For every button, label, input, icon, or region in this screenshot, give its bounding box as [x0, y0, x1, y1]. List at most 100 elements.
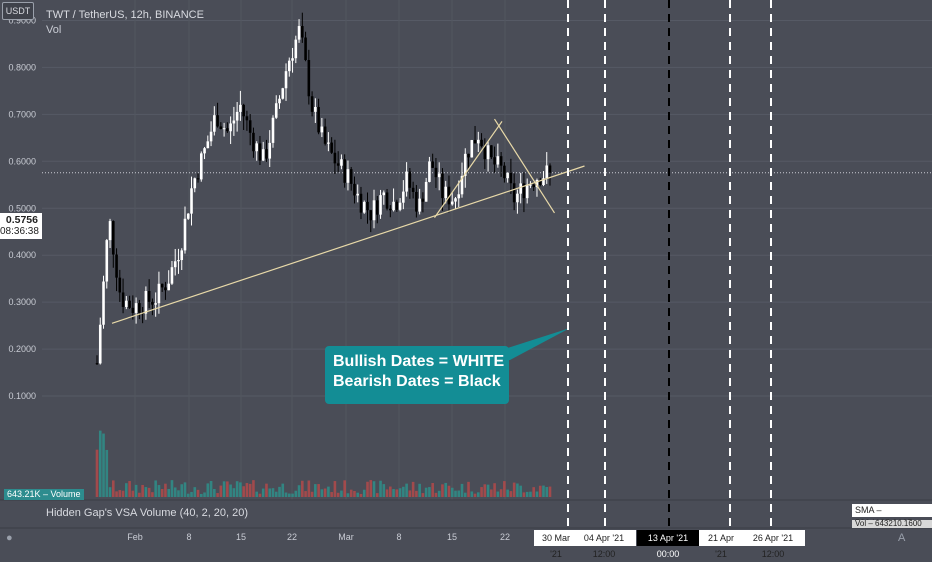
candle-body [147, 290, 151, 302]
candle-body [170, 267, 174, 284]
volume-bar [115, 491, 118, 497]
candle-body [398, 202, 402, 210]
volume-bar [395, 489, 399, 497]
volume-bar [369, 480, 373, 497]
y-tick-label: 0.7000 [8, 109, 36, 119]
volume-bar [239, 482, 242, 497]
y-tick-label: 0.8000 [8, 62, 36, 72]
candle-body [411, 187, 415, 192]
currency-selector[interactable]: USDT [2, 2, 34, 20]
candle-body [415, 191, 418, 212]
volume-bar [151, 492, 154, 497]
volume-bar [307, 480, 311, 497]
volume-bar [402, 486, 405, 497]
candle-body [447, 186, 451, 205]
candle-body [454, 198, 457, 202]
candle-body [258, 143, 262, 161]
y-tick-label: 0.6000 [8, 156, 36, 166]
candle-body [213, 115, 216, 132]
volume-bar [235, 481, 239, 497]
volume-bar [503, 481, 506, 497]
indicator-volume-badge: Vol – 643210.1600 [852, 520, 932, 528]
candle-body [190, 188, 193, 214]
candle-body [538, 180, 542, 185]
volume-bar [138, 492, 141, 497]
volume-bar [261, 488, 265, 497]
volume-bar [470, 491, 474, 497]
volume-bar [271, 488, 275, 497]
candle-body [340, 159, 343, 166]
y-tick-label: 0.9000 [8, 15, 36, 25]
volume-value-badge: 643.21K – Volume [4, 489, 84, 500]
volume-bar [125, 483, 128, 497]
candle-body [333, 152, 337, 164]
candle-body [314, 106, 317, 112]
candle-body [271, 117, 275, 143]
x-tick-label: 22 [500, 532, 510, 542]
y-tick-label: 0.5000 [8, 203, 36, 213]
x-tick-label: 15 [447, 532, 457, 542]
candle-body [128, 300, 131, 308]
volume-bar [486, 484, 490, 497]
volume-bar [545, 486, 549, 497]
annotation-callout[interactable]: Bullish Dates = WHITE Bearish Dates = Bl… [325, 346, 509, 404]
volume-bar [506, 489, 509, 497]
volume-bar [411, 481, 415, 497]
candle-body [144, 290, 148, 314]
volume-bar [157, 485, 161, 497]
candle-body [477, 139, 480, 144]
volume-bar [245, 483, 249, 497]
volume-bar [349, 489, 353, 497]
volume-bar [490, 489, 493, 497]
volume-bar [170, 480, 174, 497]
candle-body [183, 218, 187, 251]
volume-bar [327, 486, 330, 497]
candle-body [486, 145, 490, 160]
volume-bar [463, 492, 467, 497]
volume-bar [128, 481, 131, 497]
trendline [434, 121, 503, 218]
grid [0, 19, 932, 529]
candle-body [206, 141, 210, 149]
candle-body [151, 301, 154, 305]
candle-body [131, 307, 135, 313]
candles [95, 12, 552, 366]
volume-bar [460, 483, 464, 497]
volume-bar [314, 484, 317, 497]
candle-body [392, 201, 395, 211]
candle-body [542, 178, 545, 185]
x-tick-label: 15 [236, 532, 246, 542]
volume-bar [144, 487, 148, 497]
candle-body [343, 159, 346, 183]
candle-body [499, 156, 503, 166]
volume-bar [323, 488, 327, 497]
volume-bar [164, 483, 167, 497]
candle-body [470, 140, 474, 158]
last-price: 0.5756 [5, 214, 38, 226]
volume-bar [252, 480, 255, 497]
candle-body [134, 303, 138, 313]
volume-bar [177, 490, 180, 497]
candle-body [362, 201, 366, 213]
volume-bar [196, 489, 200, 497]
volume-bar [379, 480, 382, 497]
callout-line-2: Bearish Dates = Black [333, 373, 501, 390]
auto-scale-icon[interactable]: A [898, 532, 906, 544]
bar-countdown: 08:36:38 [0, 226, 39, 237]
volume-bar [519, 485, 522, 497]
volume-bar [522, 492, 526, 497]
candle-body [496, 156, 500, 165]
candle-body [349, 169, 353, 184]
candle-body [287, 60, 291, 72]
volume-bar [222, 481, 226, 497]
indicator-legend[interactable]: Hidden Gap's VSA Volume (40, 2, 20, 20) [46, 507, 249, 519]
volume-bar [121, 490, 125, 497]
tradingview-logo-icon: ● [6, 532, 13, 544]
candle-body [320, 126, 324, 133]
candle-body [375, 200, 379, 215]
volume-bar [428, 487, 431, 497]
x-tick-label: 8 [396, 532, 401, 542]
candle-body [242, 104, 245, 117]
volume-bar [333, 481, 337, 497]
candle-body [353, 183, 356, 196]
